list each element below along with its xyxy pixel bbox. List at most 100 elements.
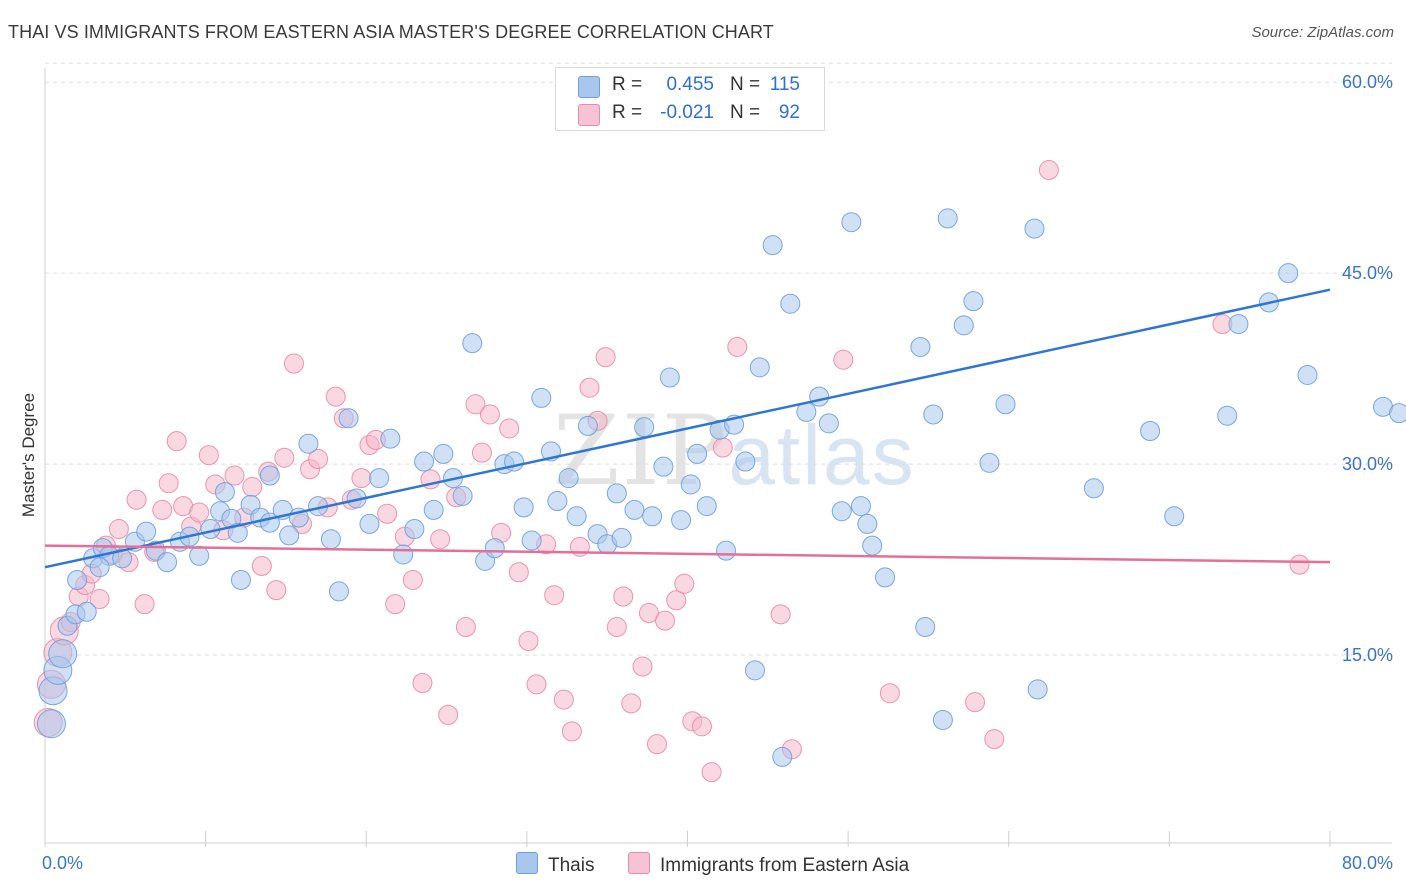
point-thais — [780, 293, 801, 314]
point-thais — [433, 443, 454, 464]
points-thais — [36, 208, 1406, 767]
trend-line-thais — [44, 288, 1331, 569]
y-tick-label: 60.0% — [1342, 72, 1393, 92]
point-immigrants — [242, 477, 263, 498]
point-thais — [566, 506, 587, 527]
point-immigrants — [632, 656, 653, 677]
point-immigrants — [691, 716, 712, 737]
legend-r-label: R = — [612, 74, 643, 95]
point-thais — [862, 535, 883, 556]
point-immigrants — [308, 449, 329, 470]
y-tick-label: 45.0% — [1342, 263, 1393, 283]
point-thais — [624, 499, 645, 520]
point-immigrants — [126, 489, 147, 510]
legend-n-value: 115 — [769, 74, 800, 95]
legend-swatch-blue — [578, 76, 600, 98]
points-immigrants — [33, 160, 1310, 783]
point-immigrants — [879, 683, 900, 704]
point-thais — [979, 452, 1000, 473]
point-thais — [687, 443, 708, 464]
chart-title: THAI VS IMMIGRANTS FROM EASTERN ASIA MAS… — [8, 22, 774, 42]
point-thais — [831, 501, 852, 522]
point-thais — [547, 491, 568, 512]
legend-row-thais: R = 0.455 N = 115 — [556, 72, 824, 100]
point-immigrants — [377, 503, 398, 524]
point-immigrants — [224, 465, 245, 486]
source-label: Source: ZipAtlas.com — [1251, 24, 1394, 41]
point-thais — [359, 513, 380, 534]
point-immigrants — [727, 336, 748, 357]
point-thais — [1140, 421, 1161, 442]
point-immigrants — [638, 603, 659, 624]
point-thais — [772, 746, 793, 767]
axis-labels: 15.0% 30.0% 45.0% 60.0% 0.0% 80.0% Master's De… — [19, 72, 1393, 873]
point-immigrants — [770, 604, 791, 625]
point-thais — [521, 530, 542, 551]
point-immigrants — [701, 762, 722, 783]
point-immigrants — [1289, 554, 1310, 575]
legend-r-value: -0.021 — [660, 102, 714, 123]
point-thais — [404, 519, 425, 540]
point-thais — [749, 357, 770, 378]
bottom-legend-swatch-pink — [628, 852, 650, 874]
point-immigrants — [984, 729, 1005, 750]
legend-row-immigrants: R = -0.021 N = 92 — [556, 100, 824, 128]
point-immigrants — [438, 704, 459, 725]
point-immigrants — [544, 585, 565, 606]
bottom-legend-thais: Thais — [516, 852, 594, 877]
y-tick-label: 30.0% — [1342, 454, 1393, 474]
bottom-legend-immigrants-label: Immigrants from Eastern Asia — [660, 855, 910, 876]
point-thais — [214, 482, 235, 503]
point-immigrants — [89, 589, 110, 610]
point-immigrants — [526, 674, 547, 695]
point-immigrants — [152, 499, 173, 520]
point-thais — [1278, 263, 1299, 284]
point-thais — [1164, 506, 1185, 527]
point-immigrants — [553, 689, 574, 710]
point-thais — [841, 212, 862, 233]
point-thais — [680, 474, 701, 495]
legend-r-label: R = — [612, 102, 643, 123]
axes — [44, 68, 1392, 847]
point-thais — [1217, 405, 1238, 426]
point-thais — [452, 485, 473, 506]
point-immigrants — [412, 673, 433, 694]
point-thais — [227, 522, 248, 543]
legend-r-value: 0.455 — [666, 74, 714, 95]
point-immigrants — [134, 594, 155, 615]
stats-legend: R = 0.455 N = 115 R = -0.021 N = 92 — [555, 67, 825, 131]
point-thais — [671, 510, 692, 531]
point-thais — [1024, 218, 1045, 239]
point-thais — [76, 601, 97, 622]
point-thais — [932, 709, 953, 730]
point-thais — [995, 394, 1016, 415]
legend-swatch-pink — [578, 104, 600, 126]
point-immigrants — [479, 404, 500, 425]
point-immigrants — [274, 447, 295, 468]
point-immigrants — [325, 386, 346, 407]
x-tick-label: 80.0% — [1342, 853, 1393, 873]
point-thais — [369, 468, 390, 489]
point-thais — [1297, 364, 1318, 385]
point-immigrants — [158, 473, 179, 494]
point-immigrants — [712, 437, 733, 458]
point-immigrants — [108, 519, 129, 540]
legend-n-value: 92 — [778, 102, 800, 123]
point-thais — [744, 660, 765, 681]
point-thais — [531, 387, 552, 408]
point-thais — [1083, 478, 1104, 499]
point-immigrants — [666, 590, 687, 611]
point-immigrants — [455, 617, 476, 638]
point-thais — [577, 415, 598, 436]
point-thais — [762, 235, 783, 256]
point-immigrants — [508, 562, 529, 583]
point-thais — [611, 527, 632, 548]
point-thais — [850, 496, 871, 517]
point-thais — [89, 557, 110, 578]
point-immigrants — [166, 431, 187, 452]
trend-lines — [44, 288, 1331, 569]
y-tick-label: 15.0% — [1342, 645, 1393, 665]
point-thais — [606, 483, 627, 504]
point-immigrants — [251, 555, 272, 576]
